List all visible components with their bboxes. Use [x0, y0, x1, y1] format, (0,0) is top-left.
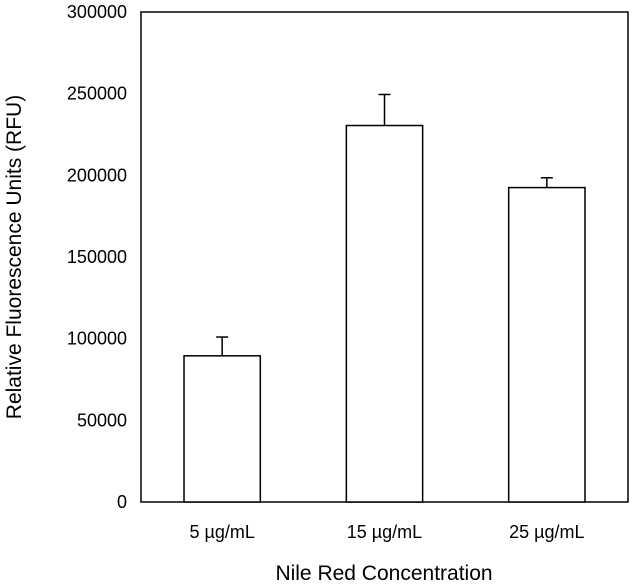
x-tick-label: 15 µg/mL: [347, 522, 422, 542]
x-tick-label: 5 µg/mL: [189, 522, 254, 542]
x-axis-ticks: 5 µg/mL 15 µg/mL 25 µg/mL: [189, 522, 584, 542]
y-tick-label: 50000: [77, 410, 127, 430]
bar: [507, 186, 586, 503]
bar: [183, 355, 262, 503]
y-axis-ticks: 0 50000 100000 150000 200000 250000 300000: [67, 2, 127, 512]
y-tick-label: 300000: [67, 2, 127, 22]
bar: [345, 124, 424, 503]
y-tick-label: 0: [117, 492, 127, 512]
y-axis-title: Relative Fluorescence Units (RFU): [3, 95, 26, 419]
bars: [183, 93, 586, 503]
x-tick-label: 25 µg/mL: [509, 522, 584, 542]
x-axis-title: Nile Red Concentration: [275, 562, 492, 585]
y-tick-label: 100000: [67, 329, 127, 349]
y-tick-label: 200000: [67, 165, 127, 185]
y-tick-label: 150000: [67, 247, 127, 267]
y-tick-label: 250000: [67, 84, 127, 104]
